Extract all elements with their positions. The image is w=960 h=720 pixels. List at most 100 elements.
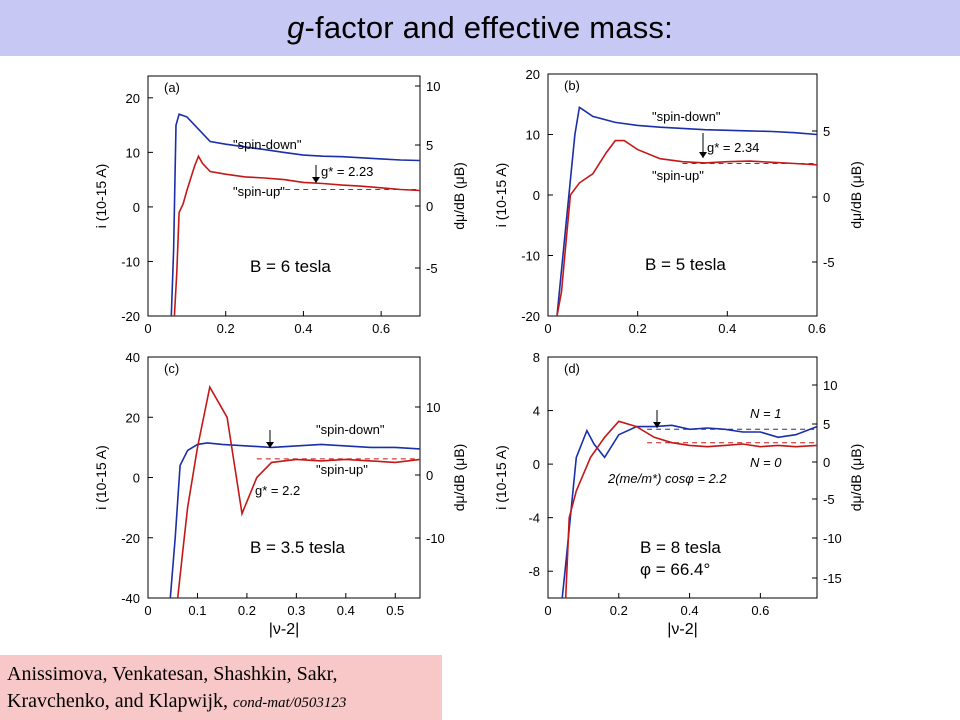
right-tick-label: 0 bbox=[426, 468, 433, 483]
x-tick-label: 0.4 bbox=[294, 321, 312, 336]
annotation: 2(me/m*) cosφ = 2.2 bbox=[607, 471, 727, 486]
y-tick-label: -20 bbox=[521, 309, 540, 324]
annotation: "spin-down" bbox=[316, 422, 385, 437]
y-tick-label: -20 bbox=[121, 309, 140, 324]
panel-label: (c) bbox=[164, 361, 179, 376]
annotation: g* = 2.2 bbox=[255, 483, 300, 498]
arrow-head bbox=[653, 422, 661, 428]
series-line-blue bbox=[561, 424, 818, 599]
right-tick-label: 10 bbox=[823, 378, 837, 393]
y-axis-label: i (10-15 A) bbox=[493, 445, 509, 510]
annotation: g* = 2.23 bbox=[321, 164, 373, 179]
arrow-head bbox=[699, 152, 707, 158]
x-tick-label: 0.1 bbox=[188, 603, 206, 618]
right-tick-label: -5 bbox=[426, 261, 438, 276]
chart-panel-d: 0 0.2 0.4 0.6 -8 -4 0 4 8 -15 -10 -5 0 5 10 i (10-15 A)… bbox=[493, 350, 864, 638]
y-tick-label: -10 bbox=[521, 249, 540, 264]
annotation: N = 1 bbox=[750, 406, 781, 421]
citation-ref: cond-mat/0503123 bbox=[233, 695, 347, 711]
chart-panel-c: 0 0.1 0.2 0.3 0.4 0.5 -40 -20 0 20 40 -10 0 10 i (10-1… bbox=[93, 350, 467, 638]
x-tick-label: 0.2 bbox=[238, 603, 256, 618]
field-label: B = 6 tesla bbox=[250, 257, 331, 276]
panel-label: (d) bbox=[564, 361, 580, 376]
citation-authors-2: Kravchenko, and Klapwijk, bbox=[7, 690, 229, 712]
x-tick-label: 0.5 bbox=[386, 603, 404, 618]
x-tick-label: 0.4 bbox=[718, 321, 736, 336]
y-tick-label: 20 bbox=[526, 67, 540, 82]
series-line-red bbox=[173, 154, 421, 317]
x-tick-label: 0 bbox=[544, 603, 551, 618]
right-tick-label: 5 bbox=[823, 417, 830, 432]
panel-label: (a) bbox=[164, 80, 180, 95]
field-label: B = 3.5 tesla bbox=[250, 538, 346, 557]
title-rest: -factor and effective mass: bbox=[304, 10, 673, 45]
plot-frame bbox=[147, 356, 421, 599]
right-axis-label: dμ/dB (μB) bbox=[451, 444, 467, 511]
right-tick-label: 5 bbox=[823, 124, 830, 139]
series-line-blue bbox=[169, 442, 421, 599]
citation-box: Anissimova, Venkatesan, Shashkin, Sakr, … bbox=[0, 655, 442, 720]
x-tick-label: 0.3 bbox=[287, 603, 305, 618]
right-tick-label: 5 bbox=[426, 138, 433, 153]
x-tick-label: 0.2 bbox=[610, 603, 628, 618]
series-line-red bbox=[564, 420, 818, 599]
page-title: g-factor and effective mass: bbox=[287, 10, 673, 46]
y-axis-label: i (10-15 A) bbox=[93, 445, 109, 510]
right-tick-label: 10 bbox=[426, 79, 440, 94]
y-tick-label: 8 bbox=[533, 350, 540, 365]
x-tick-label: 0 bbox=[144, 603, 151, 618]
y-tick-label: -10 bbox=[121, 254, 140, 269]
annotation: "spin-down" bbox=[233, 137, 302, 152]
series-line-red bbox=[176, 384, 421, 599]
x-axis-label: |ν-2| bbox=[667, 621, 698, 638]
x-axis-label: |ν-2| bbox=[269, 621, 300, 638]
plot-frame bbox=[547, 356, 818, 599]
y-tick-label: -4 bbox=[528, 511, 540, 526]
y-tick-label: 20 bbox=[126, 91, 140, 106]
x-tick-label: 0 bbox=[144, 321, 151, 336]
title-bar: g-factor and effective mass: bbox=[0, 0, 960, 56]
arrow-head bbox=[312, 177, 320, 183]
phi-label: φ = 66.4° bbox=[640, 560, 710, 579]
y-tick-label: 0 bbox=[133, 471, 140, 486]
field-label: B = 8 tesla bbox=[640, 538, 721, 557]
x-tick-label: 0.6 bbox=[751, 603, 769, 618]
y-tick-label: 10 bbox=[526, 128, 540, 143]
right-tick-label: 10 bbox=[426, 400, 440, 415]
y-axis-label: i (10-15 A) bbox=[93, 164, 109, 229]
charts-canvas: 0 0.2 0.4 0.6 -20 -10 0 10 20 -5 0 5 10 i (10-15 A) dμ… bbox=[93, 67, 864, 638]
annotation: N = 0 bbox=[750, 455, 782, 470]
y-tick-label: 4 bbox=[533, 404, 540, 419]
x-tick-label: 0.4 bbox=[681, 603, 699, 618]
x-tick-label: 0.4 bbox=[337, 603, 355, 618]
right-tick-label: -10 bbox=[823, 531, 842, 546]
plot-frame bbox=[147, 75, 421, 317]
citation-authors-1: Anissimova, Venkatesan, Shashkin, Sakr, bbox=[7, 663, 338, 685]
right-axis-label: dμ/dB (μB) bbox=[451, 162, 467, 229]
right-tick-label: -15 bbox=[823, 571, 842, 586]
x-tick-label: 0.2 bbox=[629, 321, 647, 336]
y-tick-label: 40 bbox=[126, 350, 140, 365]
right-tick-label: 0 bbox=[426, 199, 433, 214]
y-tick-label: -20 bbox=[121, 531, 140, 546]
right-tick-label: 0 bbox=[823, 455, 830, 470]
annotation: g* = 2.34 bbox=[707, 140, 759, 155]
right-axis-label: dμ/dB (μB) bbox=[848, 444, 864, 511]
annotation: "spin-up" bbox=[233, 184, 285, 199]
y-tick-label: 20 bbox=[126, 410, 140, 425]
annotation: "spin-down" bbox=[652, 109, 721, 124]
annotation: "spin-up" bbox=[316, 462, 368, 477]
x-tick-label: 0.6 bbox=[372, 321, 390, 336]
y-tick-label: -40 bbox=[121, 591, 140, 606]
right-tick-label: -5 bbox=[823, 255, 835, 270]
annotation: "spin-up" bbox=[652, 168, 704, 183]
y-tick-label: 0 bbox=[133, 200, 140, 215]
chart-panel-b: 0 0.2 0.4 0.6 -20 -10 0 10 20 -5 0 5 i (10-15 A) dμ/d… bbox=[493, 67, 864, 336]
y-tick-label: 10 bbox=[126, 145, 140, 160]
x-tick-label: 0 bbox=[544, 321, 551, 336]
y-tick-label: -8 bbox=[528, 564, 540, 579]
x-tick-label: 0.2 bbox=[217, 321, 235, 336]
y-tick-label: 0 bbox=[533, 188, 540, 203]
right-axis-label: dμ/dB (μB) bbox=[848, 161, 864, 228]
field-label: B = 5 tesla bbox=[645, 255, 726, 274]
